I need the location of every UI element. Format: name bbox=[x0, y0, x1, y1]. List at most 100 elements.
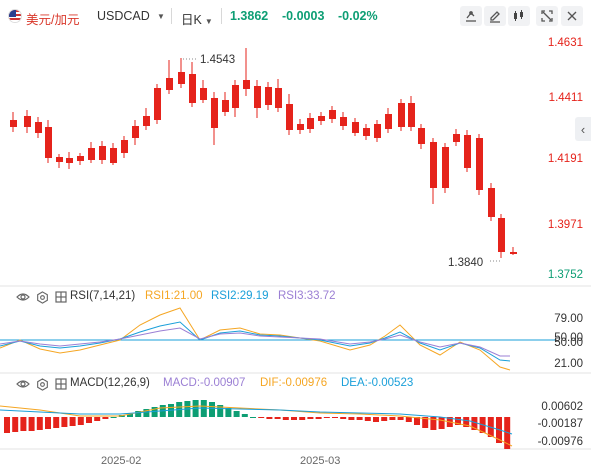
macd-axis-label: 0.00602 bbox=[541, 401, 583, 413]
rsi2-line bbox=[0, 321, 511, 362]
macd-bar bbox=[381, 417, 388, 421]
candle bbox=[265, 87, 272, 105]
macd-bar bbox=[274, 417, 281, 419]
candle bbox=[275, 88, 282, 108]
macd-bar bbox=[217, 405, 224, 417]
candle bbox=[56, 157, 63, 162]
dea-line bbox=[0, 407, 513, 435]
indicator-icon[interactable] bbox=[54, 290, 68, 304]
gear-icon[interactable] bbox=[35, 377, 49, 391]
macd-name[interactable]: MACD(12,26,9) bbox=[70, 377, 150, 389]
rsi2-value: RSI2:29.19 bbox=[211, 290, 269, 302]
settings-icon[interactable] bbox=[561, 6, 583, 26]
indicator-icon[interactable] bbox=[54, 377, 68, 391]
divider bbox=[171, 8, 172, 24]
macd-bar bbox=[28, 417, 35, 431]
candle bbox=[110, 148, 117, 163]
macd-bar bbox=[110, 417, 117, 418]
candle bbox=[418, 128, 425, 144]
divider bbox=[221, 8, 222, 24]
candle bbox=[200, 88, 207, 100]
symbol-code[interactable]: USDCAD bbox=[97, 9, 150, 23]
date-label: 2025-03 bbox=[300, 455, 341, 467]
candle bbox=[488, 188, 495, 217]
rsi-axis-label: 79.00 bbox=[554, 313, 583, 325]
macd-bar bbox=[4, 417, 10, 433]
candle bbox=[243, 80, 250, 89]
macd-bar bbox=[373, 417, 379, 422]
chevron-down-icon: ▼ bbox=[204, 17, 213, 26]
candle bbox=[66, 158, 73, 163]
price-axis-label: 1.4191 bbox=[547, 153, 583, 165]
candle bbox=[464, 135, 471, 168]
candle bbox=[166, 78, 173, 90]
side-arrow-icon[interactable]: ‹ bbox=[575, 117, 591, 141]
macd-bar bbox=[315, 417, 322, 419]
candle bbox=[385, 114, 392, 129]
macd-bar bbox=[323, 417, 330, 418]
macd-bar bbox=[250, 417, 256, 418]
macd-bar bbox=[430, 417, 437, 430]
macd-axis-label: -0.00976 bbox=[537, 436, 583, 448]
macd-bar bbox=[102, 417, 109, 419]
candle-type-icon[interactable] bbox=[508, 6, 530, 26]
chevron-down-icon[interactable]: ▼ bbox=[157, 12, 165, 21]
period-label: 日K bbox=[181, 13, 202, 27]
macd-bar bbox=[266, 417, 273, 419]
candle bbox=[222, 100, 229, 112]
macd-bar bbox=[53, 417, 60, 428]
macd-bar bbox=[12, 417, 19, 432]
rsi-name[interactable]: RSI(7,14,21) bbox=[70, 290, 136, 302]
expand-icon[interactable] bbox=[536, 6, 558, 26]
symbol-cn[interactable]: 美元/加元 bbox=[26, 13, 80, 27]
candle bbox=[143, 116, 150, 126]
candle bbox=[510, 252, 517, 254]
draw-icon[interactable] bbox=[460, 6, 482, 26]
candle bbox=[10, 120, 17, 127]
gear-icon[interactable] bbox=[35, 290, 49, 304]
eye-icon[interactable] bbox=[16, 377, 30, 391]
candle bbox=[408, 103, 415, 127]
price-axis-label: 1.3752 bbox=[547, 269, 583, 281]
rsi1-line bbox=[0, 307, 511, 371]
macd-bar bbox=[143, 409, 150, 417]
macd-bar bbox=[332, 417, 338, 418]
candle bbox=[352, 122, 359, 133]
candle bbox=[340, 117, 347, 126]
macd-bar bbox=[36, 417, 43, 430]
macd-bar bbox=[127, 413, 133, 417]
candle bbox=[189, 74, 196, 103]
low-annotation: 1.3840 bbox=[448, 257, 484, 269]
macd-bar bbox=[348, 417, 355, 420]
candle bbox=[398, 103, 405, 127]
macd-bar bbox=[241, 414, 248, 417]
flag-icon bbox=[8, 9, 22, 23]
macd-bar bbox=[364, 417, 371, 421]
macd-bar bbox=[282, 417, 289, 420]
edit-icon[interactable] bbox=[484, 6, 506, 26]
candle bbox=[286, 104, 293, 130]
macd-bar bbox=[86, 417, 92, 423]
candle bbox=[232, 85, 239, 108]
period-selector[interactable]: 日K ▼ bbox=[181, 9, 213, 28]
rsi1-value: RSI1:21.00 bbox=[145, 290, 203, 302]
macd-value: MACD:-0.00907 bbox=[163, 377, 246, 389]
candle bbox=[132, 126, 139, 138]
candle bbox=[476, 138, 483, 190]
macd-header: MACD(12,26,9) MACD:-0.00907 DIF:-0.00976… bbox=[0, 375, 591, 393]
macd-bar bbox=[209, 402, 215, 417]
candle bbox=[498, 218, 505, 252]
eye-icon[interactable] bbox=[16, 290, 30, 304]
candle bbox=[45, 127, 52, 158]
macd-bar bbox=[135, 411, 142, 417]
macd-bar bbox=[438, 417, 445, 429]
candle bbox=[121, 140, 128, 153]
macd-bar bbox=[151, 407, 158, 417]
dif-value: DIF:-0.00976 bbox=[260, 377, 328, 389]
price-axis-label: 1.4411 bbox=[548, 92, 583, 104]
macd-bar bbox=[20, 417, 27, 431]
macd-bar bbox=[258, 417, 265, 418]
rsi3-value: RSI3:33.72 bbox=[278, 290, 336, 302]
candle bbox=[430, 142, 437, 188]
